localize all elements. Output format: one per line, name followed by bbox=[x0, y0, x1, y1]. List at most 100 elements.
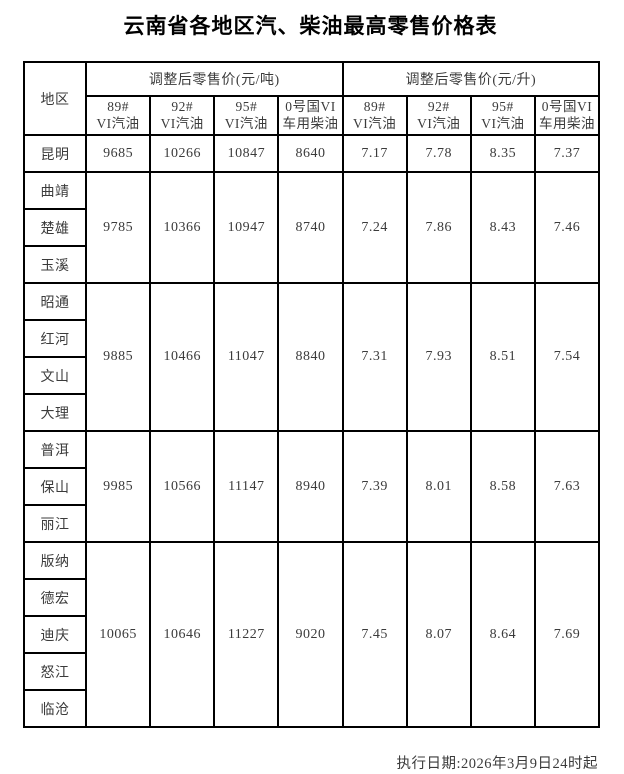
price-cell: 7.46 bbox=[533, 171, 601, 284]
region-cell: 昭通 bbox=[23, 282, 87, 321]
price-cell: 7.45 bbox=[341, 541, 408, 728]
price-cell: 8.35 bbox=[469, 134, 536, 173]
price-cell: 10266 bbox=[149, 134, 216, 173]
price-cell: 7.31 bbox=[341, 282, 408, 432]
price-cell: 7.54 bbox=[533, 282, 601, 432]
region-cell: 德宏 bbox=[23, 578, 87, 617]
page-title: 云南省各地区汽、柴油最高零售价格表 bbox=[123, 14, 498, 38]
product-grade-label: 92# bbox=[171, 98, 194, 114]
price-cell: 7.17 bbox=[341, 134, 408, 173]
product-column-header: 92# VI汽油 bbox=[405, 95, 472, 136]
table-row: 大理 bbox=[23, 393, 599, 432]
price-table-head: 地区 调整后零售价(元/吨) 调整后零售价(元/升) 89# VI汽油 92# VI汽… bbox=[23, 61, 601, 136]
table-row: 怒江 bbox=[23, 652, 599, 691]
product-column-header: 0号国VI 车用柴油 bbox=[277, 95, 344, 136]
price-cell: 8940 bbox=[277, 430, 344, 543]
price-cell: 7.63 bbox=[533, 430, 601, 543]
region-cell: 红河 bbox=[23, 319, 87, 358]
price-cell: 7.78 bbox=[405, 134, 472, 173]
product-type-label: VI汽油 bbox=[96, 115, 140, 131]
price-table: 地区 调整后零售价(元/吨) 调整后零售价(元/升) 89# VI汽油 92# VI汽… bbox=[23, 61, 601, 728]
region-cell: 迪庆 bbox=[23, 615, 87, 654]
execution-date: 执行日期:2026年3月9日24时起 bbox=[396, 756, 598, 772]
price-cell: 8840 bbox=[277, 282, 344, 432]
region-cell: 丽江 bbox=[23, 504, 87, 543]
region-cell: 曲靖 bbox=[23, 171, 87, 210]
region-cell: 文山 bbox=[23, 356, 87, 395]
table-row: 红河 bbox=[23, 319, 599, 358]
region-column-header: 地区 bbox=[23, 61, 87, 136]
region-cell: 临沧 bbox=[23, 689, 87, 728]
price-cell: 10847 bbox=[213, 134, 280, 173]
price-cell: 10566 bbox=[149, 430, 216, 543]
price-cell: 11227 bbox=[213, 541, 280, 728]
price-cell: 8740 bbox=[277, 171, 344, 284]
product-column-header: 92# VI汽油 bbox=[149, 95, 216, 136]
price-cell: 9885 bbox=[84, 282, 152, 432]
price-cell: 10466 bbox=[149, 282, 216, 432]
price-cell: 8.51 bbox=[469, 282, 536, 432]
product-type-label: VI汽油 bbox=[481, 115, 525, 131]
group-header-per-liter: 调整后零售价(元/升) bbox=[341, 61, 601, 97]
price-cell: 8640 bbox=[277, 134, 344, 173]
price-cell: 9785 bbox=[84, 171, 152, 284]
product-grade-label: 0号国VI bbox=[285, 98, 336, 114]
product-column-header: 89# VI汽油 bbox=[84, 95, 152, 136]
product-grade-label: 92# bbox=[427, 98, 450, 114]
price-table-body: 昆明 9685 10266 10847 8640 7.17 7.78 8.35 7.37 曲靖 97… bbox=[23, 134, 601, 728]
price-cell: 8.64 bbox=[469, 541, 536, 728]
product-column-header: 95# VI汽油 bbox=[213, 95, 280, 136]
product-grade-label: 89# bbox=[363, 98, 386, 114]
region-cell: 玉溪 bbox=[23, 245, 87, 284]
table-row: 临沧 bbox=[23, 689, 599, 728]
product-type-label: VI汽油 bbox=[417, 115, 461, 131]
product-type-label: VI汽油 bbox=[224, 115, 268, 131]
table-row: 玉溪 bbox=[23, 245, 599, 284]
product-type-label: VI汽油 bbox=[160, 115, 204, 131]
product-column-header: 95# VI汽油 bbox=[469, 95, 536, 136]
price-cell: 7.24 bbox=[341, 171, 408, 284]
product-column-header: 0号国VI 车用柴油 bbox=[533, 95, 601, 136]
price-cell: 9685 bbox=[84, 134, 152, 173]
price-cell: 9020 bbox=[277, 541, 344, 728]
group-header-per-ton: 调整后零售价(元/吨) bbox=[85, 61, 344, 97]
table-row: 昭通 9885 10466 11047 8840 7.31 7.93 8.51 7.54 bbox=[23, 282, 601, 432]
region-cell: 昆明 bbox=[23, 134, 87, 173]
price-cell: 7.86 bbox=[405, 171, 472, 284]
product-grade-label: 95# bbox=[235, 98, 258, 114]
price-cell: 11147 bbox=[213, 430, 280, 543]
price-cell: 10366 bbox=[149, 171, 216, 284]
table-row: 德宏 bbox=[23, 578, 599, 617]
price-cell: 10947 bbox=[213, 171, 280, 284]
price-cell: 7.39 bbox=[341, 430, 408, 543]
price-cell: 8.07 bbox=[405, 541, 472, 728]
product-type-label: VI汽油 bbox=[352, 115, 397, 131]
price-cell: 8.58 bbox=[469, 430, 536, 543]
region-cell: 版纳 bbox=[23, 541, 87, 580]
group-header-row: 地区 调整后零售价(元/吨) 调整后零售价(元/升) bbox=[23, 61, 601, 136]
region-cell: 大理 bbox=[23, 393, 87, 432]
table-row: 普洱 9985 10566 11147 8940 7.39 8.01 8.58 7.63 bbox=[23, 430, 601, 543]
table-row: 文山 bbox=[23, 356, 599, 395]
product-type-label: 车用柴油 bbox=[282, 115, 339, 131]
table-row: 保山 bbox=[23, 467, 599, 506]
price-cell: 7.93 bbox=[405, 282, 472, 432]
product-grade-label: 95# bbox=[491, 98, 514, 114]
price-cell: 7.69 bbox=[533, 541, 601, 728]
table-row: 昆明 9685 10266 10847 8640 7.17 7.78 8.35 7.37 bbox=[23, 134, 601, 173]
price-cell: 8.01 bbox=[405, 430, 472, 543]
product-type-label: 车用柴油 bbox=[538, 115, 595, 131]
product-column-header: 89# VI汽油 bbox=[341, 95, 408, 136]
price-cell: 10065 bbox=[84, 541, 152, 728]
table-row: 丽江 bbox=[23, 504, 599, 543]
price-cell: 11047 bbox=[213, 282, 280, 432]
price-cell: 8.43 bbox=[469, 171, 536, 284]
price-cell: 9985 bbox=[84, 430, 152, 543]
region-cell: 楚雄 bbox=[23, 208, 87, 247]
table-row: 楚雄 bbox=[23, 208, 599, 247]
price-cell: 7.37 bbox=[533, 134, 601, 173]
table-row: 曲靖 9785 10366 10947 8740 7.24 7.86 8.43 7.46 bbox=[23, 171, 601, 284]
table-row: 版纳 10065 10646 11227 9020 7.45 8.07 8.64 7.69 bbox=[23, 541, 601, 728]
product-grade-label: 0号国VI bbox=[541, 98, 593, 114]
